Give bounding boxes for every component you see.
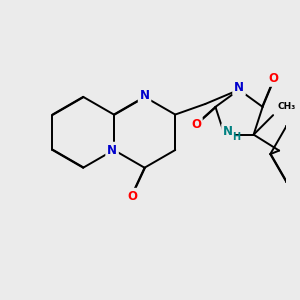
Text: H: H xyxy=(232,133,240,142)
Text: O: O xyxy=(191,118,201,131)
Text: O: O xyxy=(127,190,137,202)
Text: CH₃: CH₃ xyxy=(278,102,296,111)
Text: N: N xyxy=(140,88,149,102)
Text: O: O xyxy=(268,72,278,85)
Text: N: N xyxy=(223,124,233,138)
Text: N: N xyxy=(234,82,244,94)
Text: N: N xyxy=(107,143,117,157)
